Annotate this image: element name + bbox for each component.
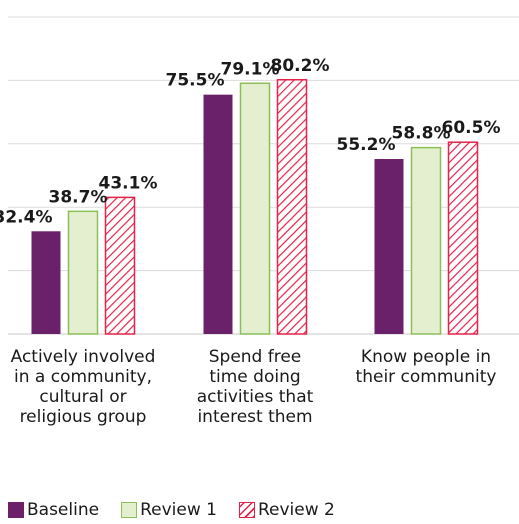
bar-baseline [31,231,61,334]
category-label-know-people: Know people in their community [355,347,497,387]
data-label-baseline: 32.4% [0,207,52,227]
legend-label-review-2: Review 2 [257,500,335,520]
bar-review-2 [276,79,308,335]
data-labels: 32.4% 75.5% 55.2% 38.7% 79.1% 58.8% 43.1% 80.2%… [0,56,500,228]
bar-review-1 [239,82,271,335]
data-label-review-1: 38.7% [49,187,108,207]
legend-item-review-1: Review 1 [121,500,217,520]
bar-review-2 [104,196,136,335]
legend-swatch-review-2 [238,502,255,518]
legend-label-baseline: Baseline [27,500,100,520]
bar-baseline [374,159,404,334]
legend-swatch-review-1 [121,502,138,518]
data-label-review-2: 80.2% [271,56,330,76]
data-label-review-1: 58.8% [392,124,451,144]
legend-item-review-2: Review 2 [238,500,335,520]
legend-swatch-baseline [8,502,24,518]
data-label-baseline: 75.5% [166,71,225,91]
bar-review-1 [67,210,99,335]
bar-chart: 32.4% 75.5% 55.2% 38.7% 79.1% 58.8% 43.1% 80.2%… [0,16,519,335]
legend-item-baseline: Baseline [8,500,99,520]
bar-review-1 [410,146,442,335]
data-label-baseline: 55.2% [337,135,396,155]
data-label-review-1: 79.1% [221,59,280,79]
bar-review-2 [447,141,479,335]
data-label-review-2: 60.5% [442,118,501,138]
category-label-free-time: Spend free time doing activities that in… [196,347,314,427]
bar-baseline [203,94,233,334]
legend-label-review-1: Review 1 [140,500,217,520]
bars [31,79,479,335]
legend: Baseline Review 1 Review 2 [8,500,357,520]
category-label-community-group: Actively involved in a community, cultur… [10,347,156,427]
data-label-review-2: 43.1% [99,173,158,193]
